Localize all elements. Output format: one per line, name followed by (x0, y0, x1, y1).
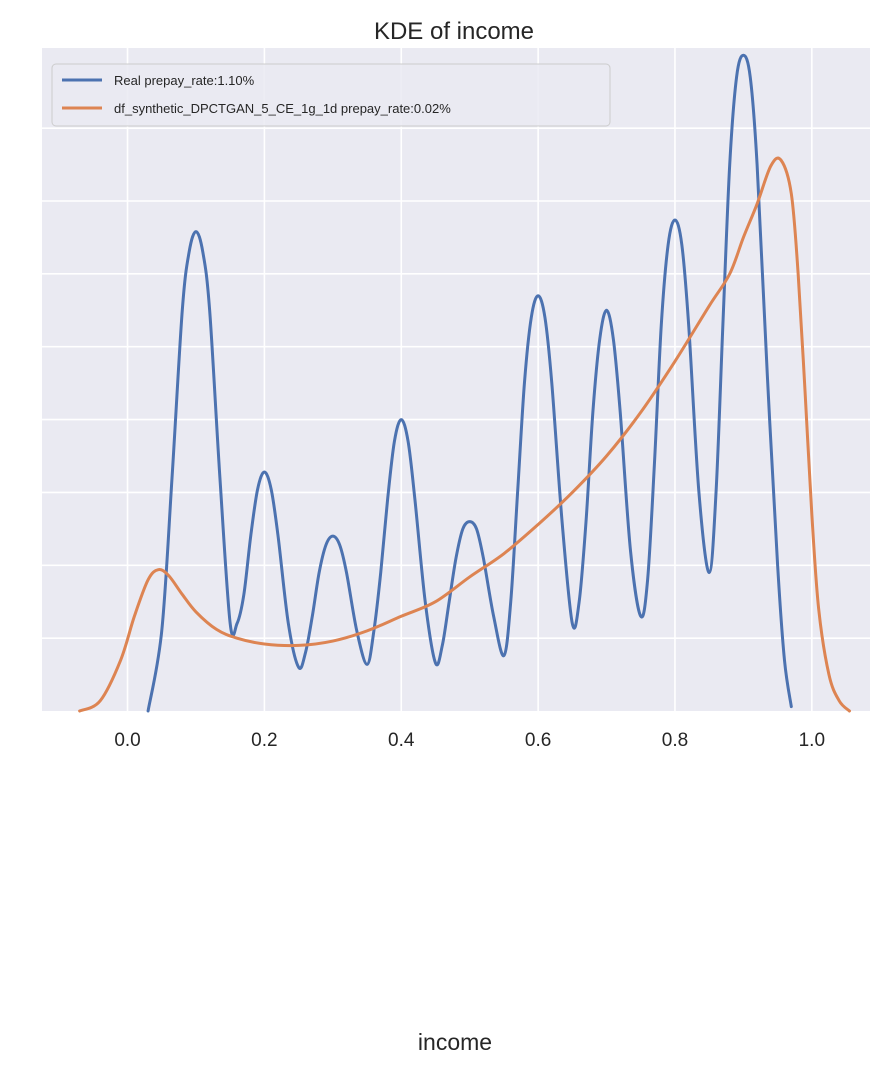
x-axis-label: income (418, 1029, 492, 1055)
series-line-synthetic (78, 156, 851, 713)
x-tick-label: 0.8 (662, 730, 688, 751)
series-lines (78, 53, 851, 713)
x-tick-label: 1.0 (799, 730, 825, 751)
x-tick-label: 0.4 (388, 730, 415, 751)
plot-area (42, 48, 870, 711)
x-tick-label: 0.2 (251, 730, 277, 751)
series-line-real (146, 53, 793, 713)
legend: Real prepay_rate:1.10% df_synthetic_DPCT… (51, 63, 611, 127)
legend-box (51, 63, 611, 127)
x-tick-label: 0.6 (525, 730, 551, 751)
legend-label-synthetic: df_synthetic_DPCTGAN_5_CE_1g_1d prepay_r… (114, 101, 451, 116)
x-tick-label: 0.0 (114, 730, 140, 751)
legend-label-real: Real prepay_rate:1.10% (114, 73, 255, 88)
chart-title: KDE of income (374, 18, 534, 45)
x-tick-labels: 0.0 0.2 0.4 0.6 0.8 1.0 (114, 730, 825, 751)
